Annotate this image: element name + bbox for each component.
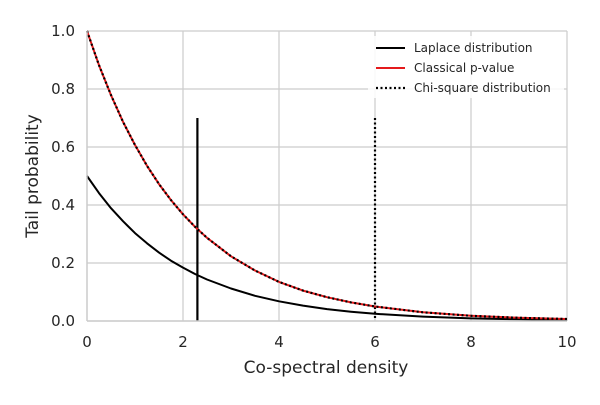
x-tick-label: 8 [466, 333, 476, 351]
x-tick-label: 4 [274, 333, 284, 351]
y-tick-label: 1.0 [51, 22, 75, 40]
legend-label-chisquare: Chi-square distribution [414, 81, 551, 95]
series-lines [85, 30, 568, 322]
x-axis-label: Co-spectral density [244, 358, 409, 378]
x-tick-label: 2 [178, 333, 188, 351]
x-tick-label: 6 [370, 333, 380, 351]
y-axis-label: Tail probability [23, 114, 43, 239]
legend: Laplace distribution Classical p-value C… [368, 36, 564, 98]
y-tick-label: 0.6 [51, 138, 75, 156]
tick-labels: 0 2 4 6 8 10 0.0 0.2 0.4 0.6 0.8 1.0 [51, 22, 576, 351]
x-tick-label: 10 [557, 333, 576, 351]
y-tick-label: 0.8 [51, 80, 75, 98]
x-tick-label: 0 [82, 333, 92, 351]
legend-label-laplace: Laplace distribution [414, 41, 533, 55]
vertical-markers [196, 118, 377, 321]
legend-label-classical: Classical p-value [414, 61, 514, 75]
plot-frame [86, 31, 567, 322]
y-tick-label: 0.0 [51, 312, 75, 330]
y-tick-label: 0.4 [51, 196, 75, 214]
series-line-2 [85, 30, 568, 321]
series-line-0 [86, 175, 568, 322]
y-tick-label: 0.2 [51, 254, 75, 272]
